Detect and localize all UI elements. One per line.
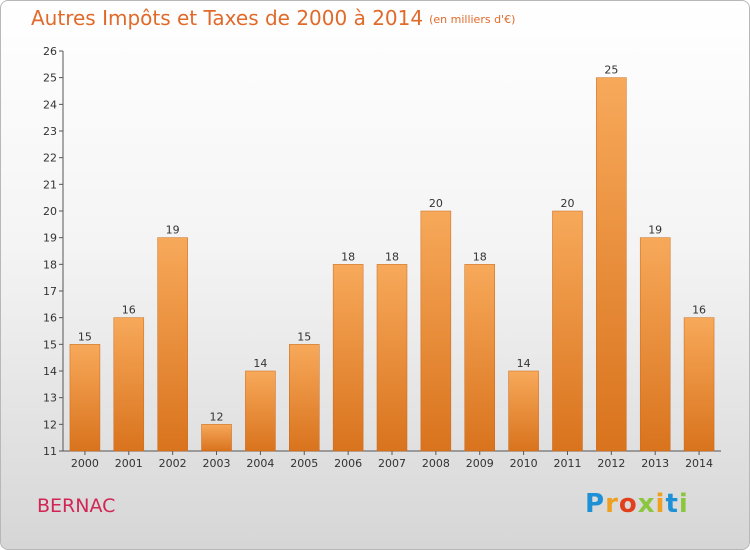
value-label-2001: 16: [122, 304, 136, 317]
x-tick-label: 2011: [553, 457, 581, 470]
bar-2000: [69, 344, 101, 452]
bar-2012: [596, 77, 627, 452]
y-tick-label: 23: [43, 125, 57, 138]
x-tick-label: 2003: [203, 457, 231, 470]
bar-2001: [113, 317, 145, 452]
y-tick-label: 16: [43, 312, 57, 325]
bar-2008: [420, 210, 452, 452]
value-label-2006: 18: [341, 250, 355, 263]
logo-letter: t: [665, 489, 679, 519]
y-tick-label: 15: [43, 338, 57, 351]
value-label-2008: 20: [429, 197, 443, 210]
bar-2011: [552, 210, 583, 452]
value-label-2011: 20: [560, 197, 574, 210]
y-tick-label: 24: [43, 98, 57, 111]
bar-2007: [376, 264, 408, 452]
bar-2005: [289, 344, 320, 452]
chart-axes: 11 12 13 14 15 16 17 18 19 20 21 22 23 24 25 26 2000 2001…: [43, 45, 721, 470]
value-label-2000: 15: [78, 330, 92, 343]
bar-2013: [639, 237, 671, 452]
bar-2002: [157, 237, 188, 452]
x-tick-label: 2001: [115, 457, 143, 470]
y-tick-label: 20: [43, 205, 57, 218]
value-label-2003: 12: [210, 410, 224, 423]
logo-letter: i: [655, 489, 666, 519]
y-tick-label: 12: [43, 418, 57, 431]
bar-2009: [464, 264, 495, 452]
commune-name: BERNAC: [37, 495, 116, 517]
value-label-2005: 15: [297, 330, 311, 343]
y-tick-label: 21: [43, 178, 57, 191]
x-tick-label: 2002: [159, 457, 187, 470]
x-tick-label: 2000: [71, 457, 99, 470]
x-tick-label: 2013: [641, 457, 669, 470]
x-tick-label: 2007: [378, 457, 406, 470]
value-label-2007: 18: [385, 250, 399, 263]
chart-bars: [69, 77, 715, 452]
proxiti-logo: Proxiti: [585, 489, 689, 519]
y-tick-label: 17: [43, 285, 57, 298]
x-tick-label: 2012: [597, 457, 625, 470]
bar-2014: [683, 317, 715, 452]
value-label-2012: 25: [604, 64, 618, 77]
value-label-2013: 19: [648, 224, 662, 237]
logo-letter: P: [585, 489, 606, 519]
x-tick-label: 2004: [246, 457, 274, 470]
value-label-2002: 19: [166, 224, 180, 237]
chart-title-text: Autres Impôts et Taxes de 2000 à 2014: [31, 6, 424, 30]
value-label-2009: 18: [473, 250, 487, 263]
y-tick-label: 18: [43, 258, 57, 271]
chart-value-labels: 15 16 19 12 14 15 18 18 20 18 14 20 25 19 16: [78, 64, 706, 424]
bar-2010: [508, 370, 539, 452]
x-tick-label: 2006: [334, 457, 362, 470]
bar-2004: [245, 370, 276, 452]
chart-subtitle: (en milliers d'€): [429, 13, 516, 26]
x-tick-label: 2010: [510, 457, 538, 470]
y-tick-label: 14: [43, 365, 57, 378]
value-label-2014: 16: [692, 304, 706, 317]
logo-letter: x: [637, 489, 656, 519]
logo-letter: o: [618, 489, 638, 519]
logo-letter: r: [605, 489, 619, 519]
value-label-2004: 14: [253, 357, 267, 370]
value-label-2010: 14: [517, 357, 531, 370]
y-tick-label: 11: [43, 445, 57, 458]
y-tick-label: 19: [43, 232, 57, 245]
chart-title: Autres Impôts et Taxes de 2000 à 2014 (en…: [31, 6, 515, 30]
logo-letter: i: [678, 489, 689, 519]
y-tick-label: 22: [43, 152, 57, 165]
x-tick-label: 2009: [466, 457, 494, 470]
y-tick-label: 13: [43, 392, 57, 405]
y-tick-label: 25: [43, 72, 57, 85]
x-tick-label: 2014: [685, 457, 713, 470]
bar-2006: [332, 264, 364, 452]
x-tick-label: 2005: [290, 457, 318, 470]
bar-2003: [201, 424, 232, 452]
x-tick-label: 2008: [422, 457, 450, 470]
y-tick-label: 26: [43, 45, 57, 58]
